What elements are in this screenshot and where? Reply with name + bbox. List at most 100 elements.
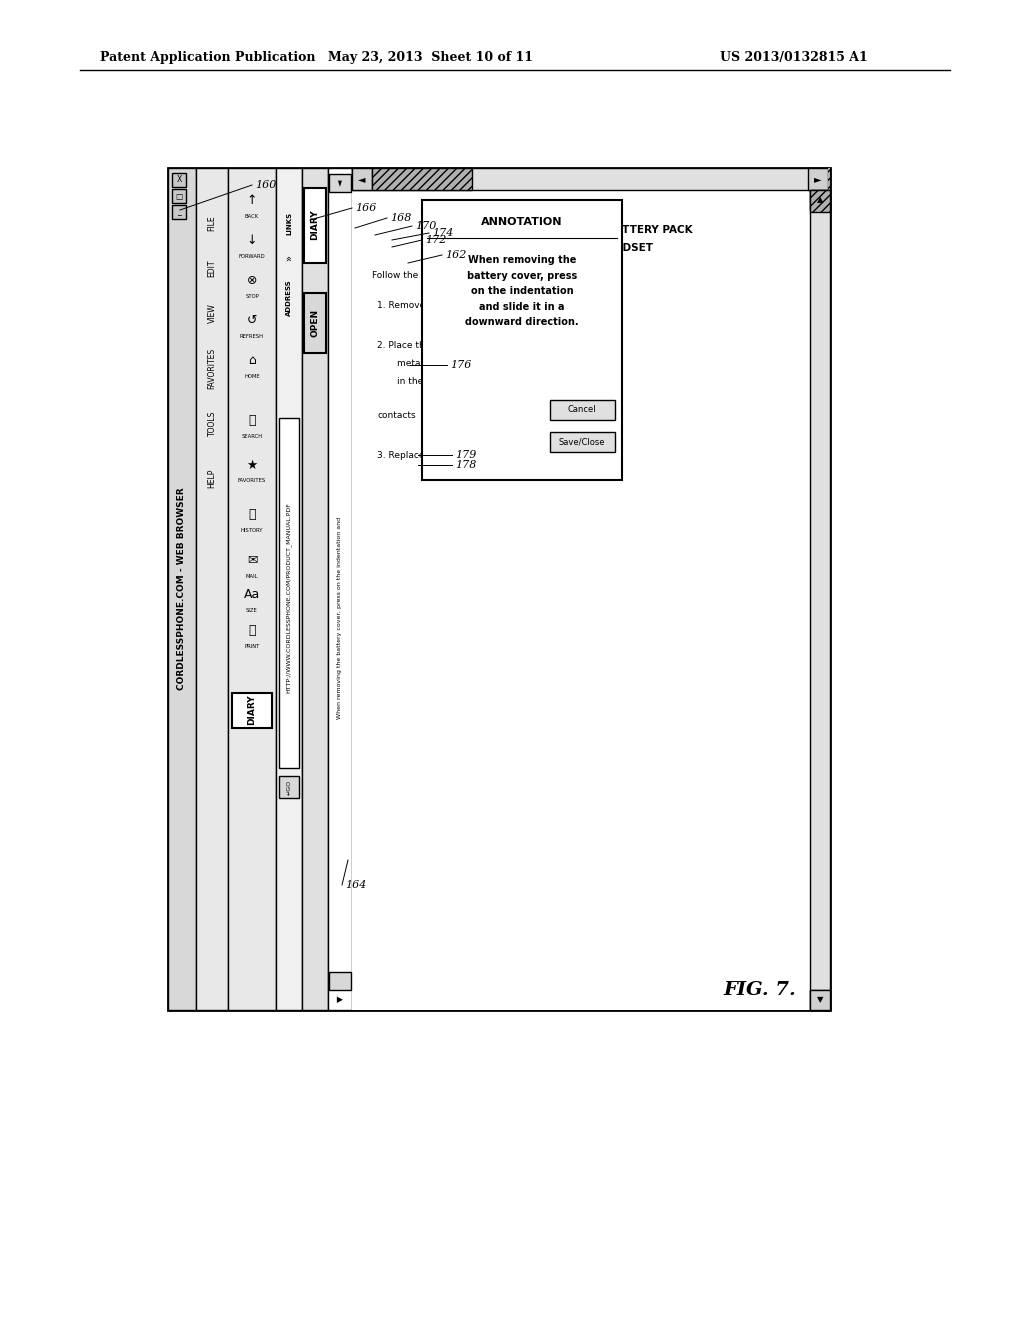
Text: ►: ►	[814, 174, 821, 183]
Text: IN TELEPHONE HANDSET: IN TELEPHONE HANDSET	[509, 243, 653, 253]
Text: DIARY: DIARY	[310, 210, 319, 240]
Text: 172: 172	[425, 235, 446, 246]
Bar	[279, 418, 299, 768]
Text: 168: 168	[390, 213, 412, 223]
Text: ADDRESS: ADDRESS	[286, 280, 292, 317]
Text: Aa: Aa	[244, 589, 260, 602]
Text: US 2013/0132815 A1: US 2013/0132815 A1	[720, 51, 867, 65]
Text: Save/Close: Save/Close	[559, 437, 605, 446]
Bar	[228, 168, 276, 1010]
Text: in the battery compartme: in the battery compartme	[397, 376, 514, 385]
Bar	[550, 400, 615, 420]
Bar	[304, 293, 326, 352]
Text: ↑: ↑	[247, 194, 257, 206]
Text: 160: 160	[255, 180, 276, 190]
Text: Follow the steps below:: Follow the steps below:	[372, 271, 477, 280]
Text: »: »	[284, 255, 294, 261]
Bar	[329, 174, 351, 191]
Text: X: X	[176, 176, 181, 185]
Bar	[196, 168, 228, 1010]
Text: ★: ★	[247, 458, 258, 471]
Bar	[810, 190, 830, 213]
Bar	[279, 776, 299, 799]
Bar	[422, 201, 622, 480]
Text: HELP: HELP	[208, 469, 216, 487]
Text: SIZE: SIZE	[246, 609, 258, 614]
Text: BACK: BACK	[245, 214, 259, 219]
Text: 176: 176	[450, 360, 471, 370]
Text: FILE: FILE	[208, 215, 216, 231]
Text: FIG. 7.: FIG. 7.	[724, 981, 797, 999]
Bar	[810, 990, 830, 1010]
Text: ▼: ▼	[336, 995, 344, 1002]
Text: contacts: contacts	[377, 411, 416, 420]
Bar	[352, 168, 372, 190]
Text: 164: 164	[345, 880, 367, 890]
Bar	[168, 168, 196, 1010]
Bar	[302, 168, 328, 1010]
Bar	[172, 205, 186, 219]
Text: 162: 162	[445, 249, 466, 260]
Text: ▼: ▼	[817, 995, 823, 1005]
Text: ▲: ▲	[817, 195, 823, 205]
Bar	[810, 190, 830, 210]
Bar	[828, 168, 830, 190]
Text: 1. Remove the battery cover.: 1. Remove the battery cover.	[377, 301, 509, 309]
Text: ↵GO: ↵GO	[287, 779, 292, 795]
Bar	[328, 168, 352, 1010]
Text: When removing the
battery cover, press
on the indentation
and slide it in a
down: When removing the battery cover, press o…	[465, 255, 579, 327]
Bar	[172, 173, 186, 187]
Text: INSTALLATION OF NEW BATTERY PACK: INSTALLATION OF NEW BATTERY PACK	[469, 224, 693, 235]
Text: HOME: HOME	[244, 374, 260, 379]
Text: FAVORITES: FAVORITES	[208, 347, 216, 388]
Text: FAVORITES: FAVORITES	[238, 479, 266, 483]
Text: ANNOTATION: ANNOTATION	[481, 216, 563, 227]
Text: ↓: ↓	[247, 234, 257, 247]
Text: 166: 166	[355, 203, 377, 213]
Text: MAIL: MAIL	[246, 573, 258, 578]
Text: LINKS: LINKS	[286, 211, 292, 235]
Text: STOP: STOP	[245, 293, 259, 298]
Bar	[168, 168, 830, 1010]
Text: 178: 178	[455, 459, 476, 470]
Bar	[329, 972, 351, 990]
Bar	[808, 168, 828, 190]
Text: OPEN: OPEN	[310, 309, 319, 337]
Text: VIEW: VIEW	[208, 304, 216, 323]
Text: ◄: ◄	[358, 174, 366, 183]
Text: When removing the battery cover, press on the indentation and: When removing the battery cover, press o…	[338, 517, 342, 719]
Bar	[276, 168, 302, 1010]
Text: HTTP://WWW.CORDLESSPHONE.COM/PRODUCT_MANUAL.PDF: HTTP://WWW.CORDLESSPHONE.COM/PRODUCT_MAN…	[286, 503, 292, 693]
Bar	[232, 693, 272, 729]
Text: PRINT: PRINT	[245, 644, 260, 648]
Text: 🖨: 🖨	[248, 623, 256, 636]
Text: Patent Application Publication: Patent Application Publication	[100, 51, 315, 65]
Text: 179: 179	[455, 450, 476, 459]
Bar	[372, 168, 472, 190]
Text: ◄: ◄	[336, 180, 344, 186]
Text: 170: 170	[415, 220, 436, 231]
Bar	[304, 187, 326, 263]
Text: _: _	[177, 207, 181, 216]
Text: □: □	[175, 191, 182, 201]
Text: metal contacts aligned with the: metal contacts aligned with the	[397, 359, 542, 367]
Text: FORWARD: FORWARD	[239, 253, 265, 259]
Bar	[810, 190, 830, 1010]
Text: HISTORY: HISTORY	[241, 528, 263, 533]
Bar	[550, 432, 615, 451]
Text: 🔍: 🔍	[248, 413, 256, 426]
Text: 📖: 📖	[248, 508, 256, 521]
Text: ✉: ✉	[247, 553, 257, 566]
Text: ↺: ↺	[247, 314, 257, 326]
Text: EDIT: EDIT	[208, 259, 216, 277]
Text: SEARCH: SEARCH	[242, 433, 262, 438]
Text: Cancel: Cancel	[567, 405, 596, 414]
Text: REFRESH: REFRESH	[240, 334, 264, 338]
Text: CORDLESSPHONE.COM - WEB BROWSER: CORDLESSPHONE.COM - WEB BROWSER	[177, 487, 186, 690]
Text: ⊗: ⊗	[247, 273, 257, 286]
Bar	[352, 168, 830, 190]
Bar	[810, 990, 830, 1010]
Text: May 23, 2013  Sheet 10 of 11: May 23, 2013 Sheet 10 of 11	[328, 51, 532, 65]
Bar	[172, 189, 186, 203]
Text: 2. Place the new battery pack in the handset w: 2. Place the new battery pack in the han…	[377, 341, 592, 350]
